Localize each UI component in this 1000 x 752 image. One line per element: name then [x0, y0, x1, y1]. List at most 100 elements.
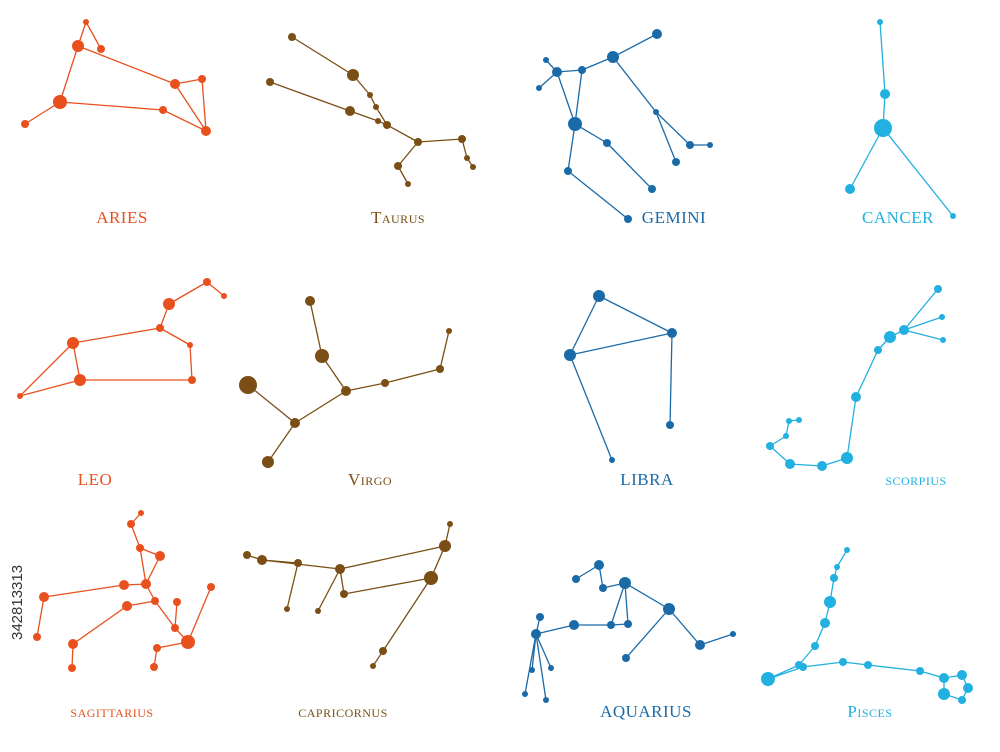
star	[851, 392, 861, 402]
star	[522, 691, 528, 697]
star	[622, 654, 630, 662]
constellation	[761, 547, 973, 704]
connection	[531, 633, 537, 671]
constellation	[239, 296, 452, 468]
connection	[201, 78, 207, 132]
connection	[842, 661, 869, 666]
connection	[168, 281, 208, 305]
star	[156, 324, 164, 332]
star	[375, 118, 381, 124]
star	[529, 667, 535, 673]
star	[315, 608, 321, 614]
connection	[162, 109, 207, 132]
connection	[247, 384, 296, 424]
star	[188, 376, 196, 384]
star	[830, 574, 838, 582]
star	[648, 185, 656, 193]
star	[335, 564, 345, 574]
label: capricornus	[298, 702, 388, 721]
star	[67, 337, 79, 349]
connection	[386, 124, 419, 143]
star	[564, 349, 576, 361]
star	[548, 665, 554, 671]
connection	[624, 582, 629, 625]
connection	[343, 577, 432, 595]
connection	[59, 45, 79, 103]
connection	[849, 127, 884, 190]
star	[424, 571, 438, 585]
star	[170, 79, 180, 89]
star	[607, 51, 619, 63]
star	[957, 670, 967, 680]
connection	[439, 330, 450, 370]
connection	[802, 661, 844, 668]
connection	[19, 379, 81, 397]
star	[543, 57, 549, 63]
star	[939, 673, 949, 683]
constellation	[21, 19, 211, 136]
star	[874, 119, 892, 137]
star	[163, 298, 175, 310]
star	[531, 629, 541, 639]
connection	[855, 349, 879, 398]
star	[599, 584, 607, 592]
star	[958, 696, 966, 704]
star	[667, 328, 677, 338]
connection	[655, 111, 677, 163]
star	[569, 620, 579, 630]
connection	[882, 127, 954, 217]
star	[159, 106, 167, 114]
star	[458, 135, 466, 143]
connection	[535, 633, 552, 669]
connection	[556, 71, 576, 125]
connection	[139, 547, 147, 585]
connection	[612, 56, 657, 113]
star	[766, 442, 774, 450]
constellation	[536, 29, 713, 223]
star	[122, 601, 132, 611]
connection	[836, 549, 848, 568]
star	[136, 544, 144, 552]
connection	[903, 288, 939, 331]
connection	[624, 582, 670, 610]
star	[672, 158, 680, 166]
connection	[612, 33, 658, 58]
star	[153, 644, 161, 652]
connection	[294, 390, 347, 424]
star	[257, 555, 267, 565]
star	[877, 19, 883, 25]
star	[151, 597, 159, 605]
connection	[668, 608, 701, 646]
star	[593, 290, 605, 302]
label: ARIES	[96, 208, 148, 227]
connection	[903, 329, 944, 341]
connection	[72, 605, 128, 645]
star	[624, 620, 632, 628]
label: Taurus	[371, 208, 425, 227]
star	[379, 647, 387, 655]
connection	[189, 344, 193, 381]
label: Pisces	[847, 702, 892, 721]
star	[568, 117, 582, 131]
star	[695, 640, 705, 650]
connection	[286, 562, 299, 610]
star	[341, 386, 351, 396]
star	[173, 598, 181, 606]
connection	[625, 608, 670, 659]
star	[340, 590, 348, 598]
star	[899, 325, 909, 335]
star	[97, 45, 105, 53]
connection	[317, 568, 341, 612]
star	[839, 658, 847, 666]
star	[381, 379, 389, 387]
connection	[59, 101, 164, 111]
connection	[867, 664, 921, 672]
label: LIBRA	[620, 470, 674, 489]
connection	[567, 123, 576, 172]
connection	[261, 559, 299, 564]
star	[939, 314, 945, 320]
star	[370, 663, 376, 669]
label: sagittarius	[70, 702, 153, 721]
star	[446, 328, 452, 334]
